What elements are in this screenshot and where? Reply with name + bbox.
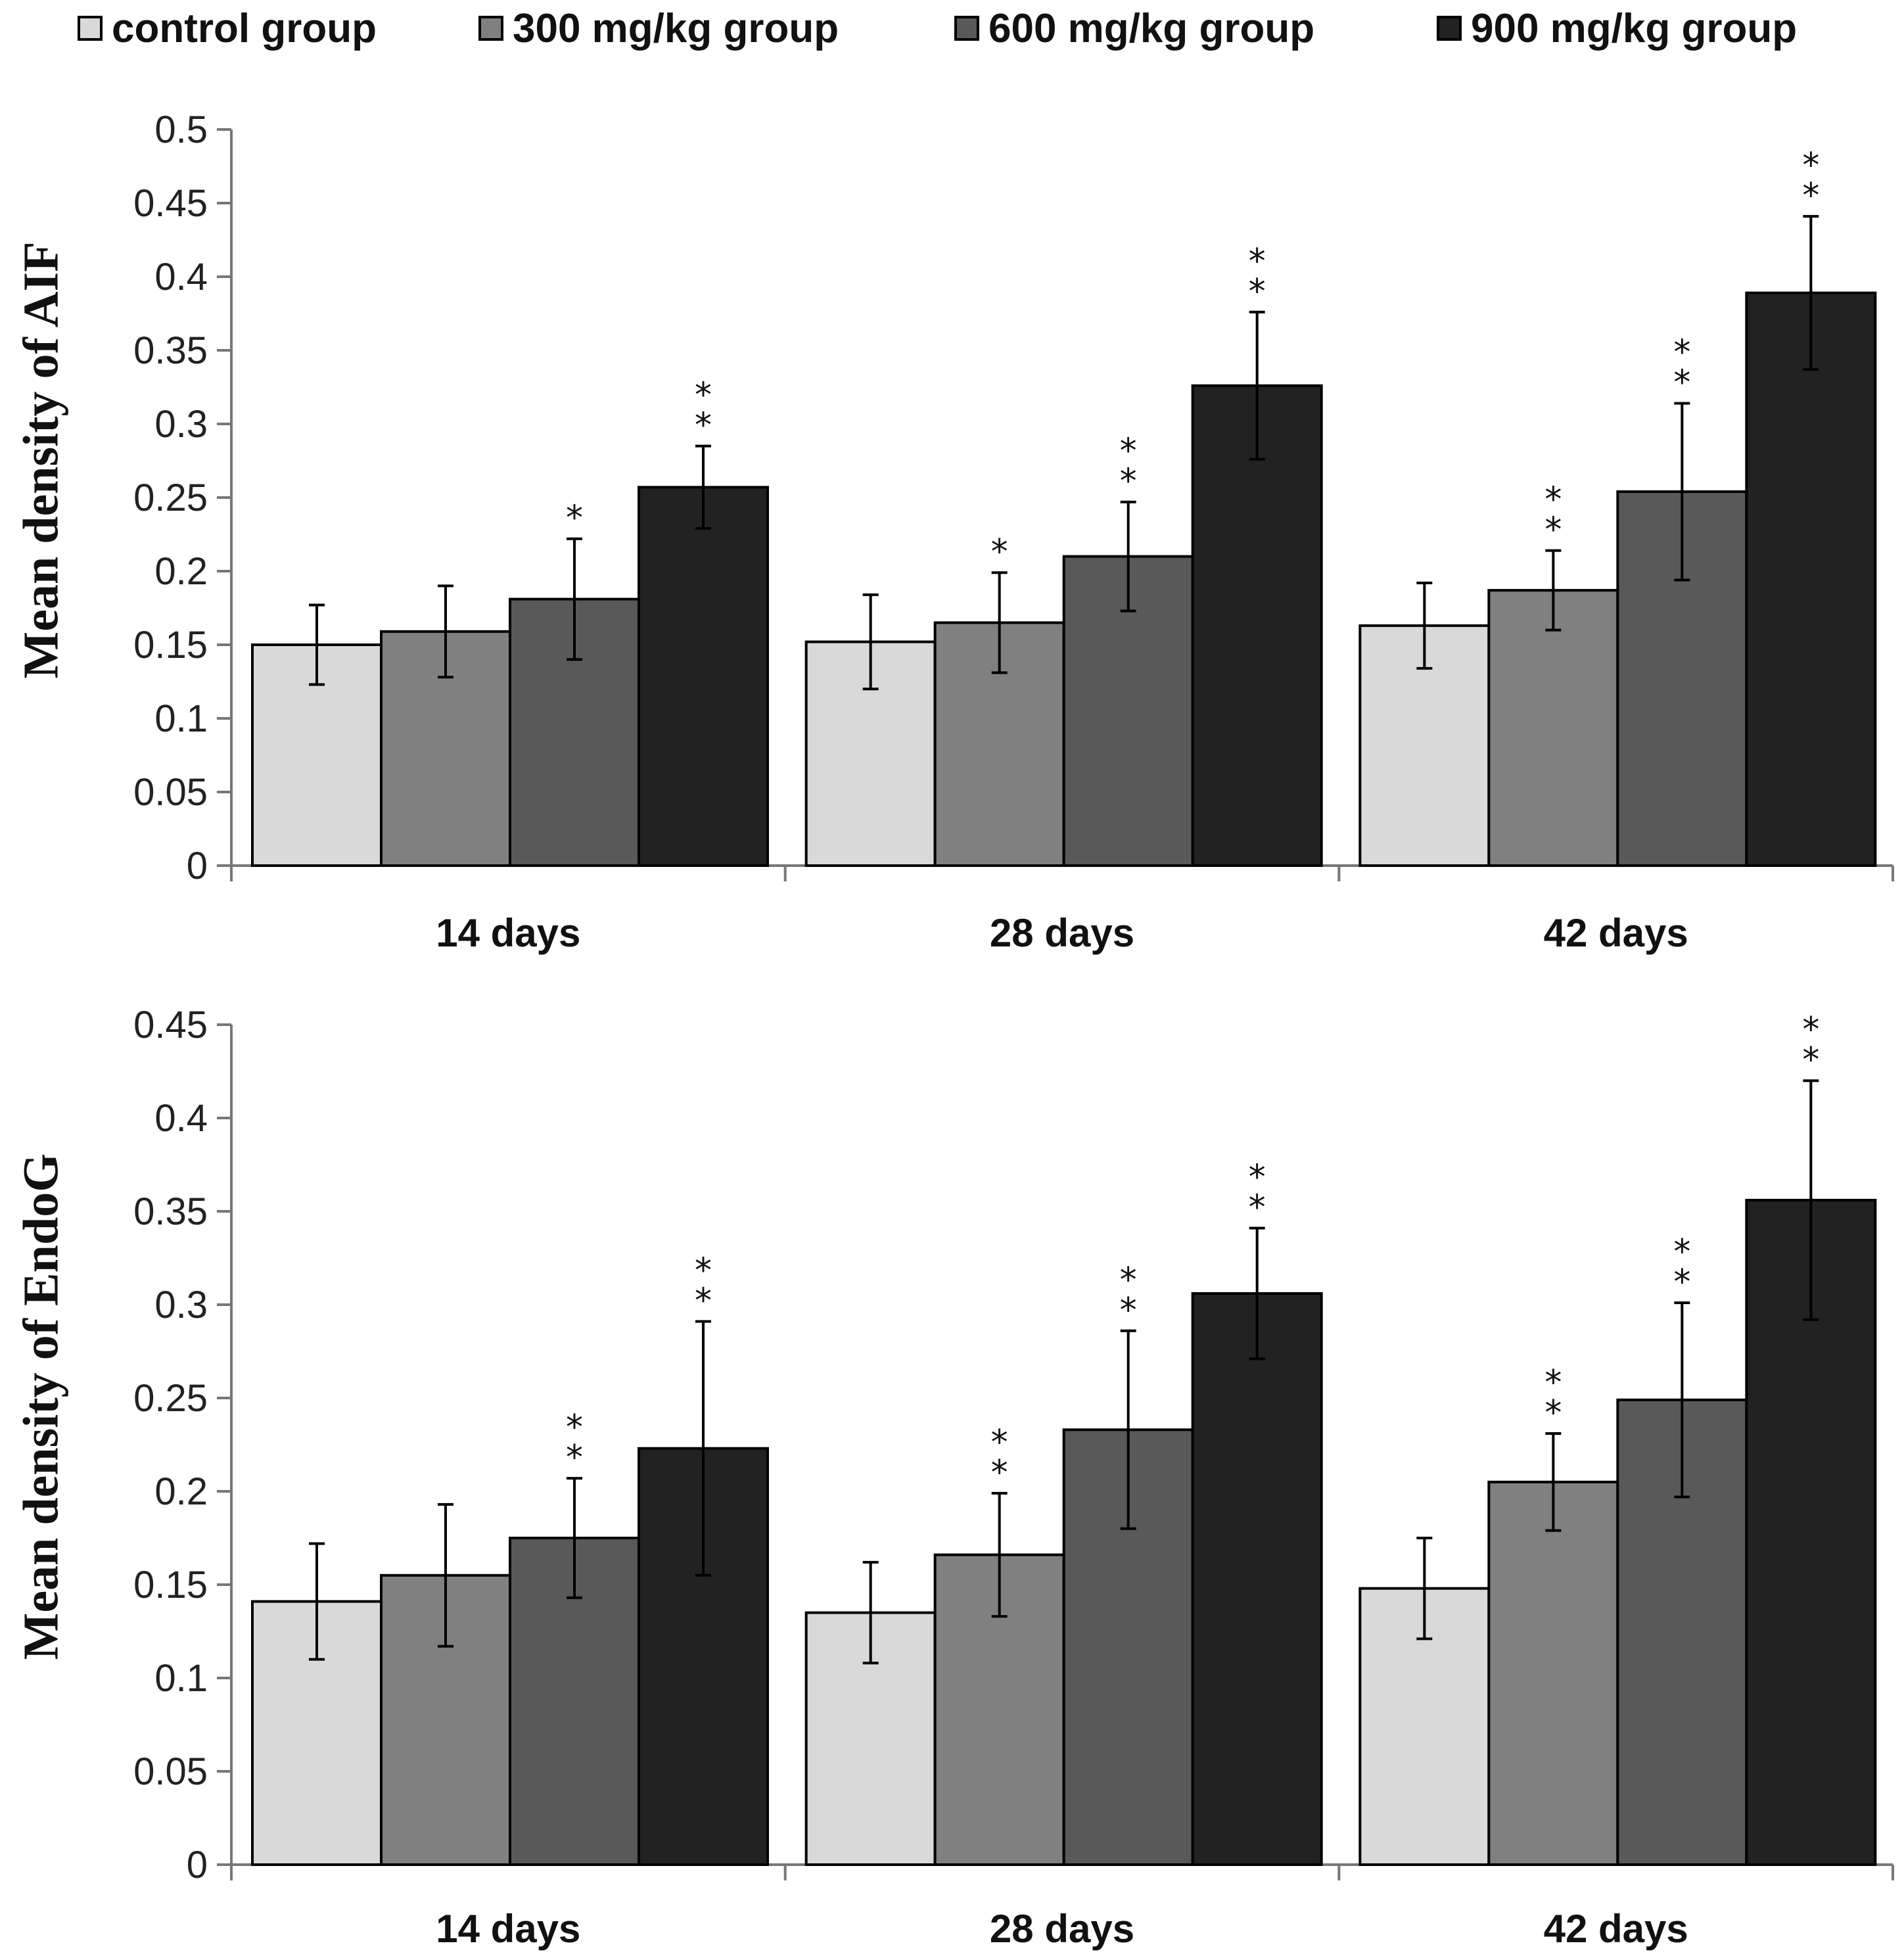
y-tick-label: 0.1: [154, 697, 208, 740]
y-tick-label: 0: [187, 1844, 208, 1886]
y-axis-label: Mean density of AIF: [13, 242, 68, 679]
significance-mark: *: [1802, 1040, 1819, 1080]
bar: [638, 486, 769, 867]
significance-mark: *: [695, 376, 712, 415]
category-label: 28 days: [990, 911, 1134, 955]
y-tick-label: 0.25: [133, 1377, 208, 1420]
y-tick-label: 0.2: [154, 1470, 208, 1513]
significance-mark: *: [1544, 511, 1562, 550]
legend-item-control: control group: [78, 5, 377, 51]
legend-label-900: 900 mg/kg group: [1471, 5, 1798, 51]
legend-item-900: 900 mg/kg group: [1437, 5, 1797, 51]
y-tick-label: 0.3: [154, 403, 208, 446]
category-label: 28 days: [990, 1907, 1134, 1951]
y-tick-label: 0.35: [133, 1190, 208, 1233]
y-tick-label: 0.25: [133, 477, 208, 519]
significance-mark: *: [695, 1282, 712, 1321]
significance-mark: *: [1120, 462, 1137, 501]
bar: [1191, 384, 1323, 867]
significance-mark: *: [1120, 432, 1137, 471]
significance-mark: *: [1249, 1188, 1266, 1228]
significance-mark: *: [1120, 1291, 1137, 1330]
category-label: 42 days: [1544, 911, 1688, 955]
significance-mark: *: [566, 1408, 583, 1447]
legend-swatch-300: [478, 16, 503, 41]
bar: [1487, 589, 1619, 867]
y-tick-label: 0.4: [154, 1097, 208, 1140]
legend-swatch-600: [954, 16, 979, 41]
legend-swatch-control: [78, 16, 103, 41]
y-tick-label: 0.4: [154, 256, 208, 298]
y-tick-label: 0.15: [133, 1564, 208, 1606]
bar: [1745, 291, 1877, 867]
y-tick-label: 0.5: [154, 108, 208, 151]
significance-mark: *: [1544, 1363, 1562, 1403]
legend-label-600: 600 mg/kg group: [988, 5, 1315, 51]
significance-mark: *: [1673, 363, 1690, 403]
bar: [1487, 1480, 1619, 1866]
y-tick-label: 0.1: [154, 1657, 208, 1700]
category-label: 14 days: [436, 911, 580, 955]
significance-mark: *: [1120, 1261, 1137, 1300]
significance-mark: *: [991, 1423, 1008, 1462]
legend-swatch-900: [1437, 16, 1462, 41]
legend-item-300: 300 mg/kg group: [478, 5, 839, 51]
legend-label-control: control group: [112, 5, 377, 51]
significance-mark: *: [991, 532, 1008, 572]
significance-mark: *: [566, 499, 583, 538]
legend-label-300: 300 mg/kg group: [513, 5, 839, 51]
significance-mark: *: [1802, 146, 1819, 185]
significance-mark: *: [1249, 242, 1266, 281]
chart-aif: 0 0.05 0.1 0.15 0.2 0.25 0.3 0.35 0.4 0.45 0.5 14 d…: [13, 108, 1894, 955]
y-tick-label: 0.3: [154, 1284, 208, 1326]
y-tick-label: 0.35: [133, 329, 208, 372]
significance-mark: *: [1802, 176, 1819, 216]
significance-mark: *: [695, 1251, 712, 1291]
significance-mark: *: [1544, 1393, 1562, 1433]
y-tick-label: 0.45: [133, 182, 208, 225]
significance-mark: *: [1802, 1010, 1819, 1050]
bar: [1191, 1292, 1323, 1866]
y-tick-label: 0.05: [133, 1750, 208, 1793]
legend-item-600: 600 mg/kg group: [954, 5, 1314, 51]
y-tick-label: 0.45: [133, 1004, 208, 1046]
significance-mark: *: [1544, 480, 1562, 520]
significance-mark: *: [1249, 1158, 1266, 1198]
legend: control group 300 mg/kg group 600 mg/kg …: [0, 0, 1904, 59]
significance-mark: *: [1673, 333, 1690, 373]
significance-mark: *: [1249, 272, 1266, 312]
y-tick-label: 0: [187, 845, 208, 887]
y-tick-label: 0.15: [133, 624, 208, 666]
y-tick-label: 0.2: [154, 550, 208, 593]
bar: [1616, 1398, 1748, 1866]
significance-mark: *: [991, 1453, 1008, 1493]
chart-endog: 0 0.05 0.1 0.15 0.2 0.25 0.3 0.35 0.4 0.45 14 days…: [13, 1004, 1894, 1951]
y-tick-label: 0.05: [133, 771, 208, 814]
category-label: 14 days: [436, 1907, 580, 1951]
significance-mark: *: [1673, 1263, 1690, 1302]
significance-mark: *: [695, 406, 712, 446]
category-label: 42 days: [1544, 1907, 1688, 1951]
significance-mark: *: [566, 1438, 583, 1478]
y-axis-label: Mean density of EndoG: [13, 1154, 68, 1660]
significance-mark: *: [1673, 1232, 1690, 1272]
